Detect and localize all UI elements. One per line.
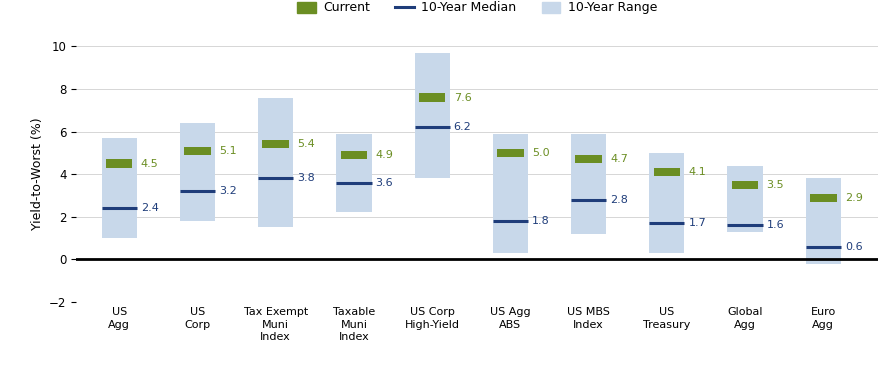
Bar <box>571 134 607 234</box>
Bar <box>732 181 758 189</box>
Y-axis label: Yield-to-Worst (%): Yield-to-Worst (%) <box>30 118 44 231</box>
Bar <box>419 94 445 101</box>
Bar <box>180 123 215 221</box>
Bar <box>101 138 137 238</box>
Text: 4.7: 4.7 <box>610 154 628 164</box>
Text: 7.6: 7.6 <box>453 92 471 103</box>
Text: 3.6: 3.6 <box>375 178 393 188</box>
Text: 2.8: 2.8 <box>610 195 628 205</box>
Bar <box>185 147 211 155</box>
Bar <box>263 140 289 148</box>
Text: 4.5: 4.5 <box>141 159 159 168</box>
Text: 1.7: 1.7 <box>688 218 706 228</box>
Text: 5.0: 5.0 <box>532 148 549 158</box>
Bar <box>650 153 685 253</box>
Bar <box>106 159 133 168</box>
Bar <box>493 134 528 253</box>
Text: 3.8: 3.8 <box>297 173 314 183</box>
Text: 1.8: 1.8 <box>532 216 549 226</box>
Bar <box>728 166 762 231</box>
Text: 6.2: 6.2 <box>453 122 471 132</box>
Text: 1.6: 1.6 <box>767 220 784 230</box>
Text: 2.9: 2.9 <box>845 193 863 202</box>
Bar <box>810 194 837 202</box>
Text: 4.9: 4.9 <box>375 150 393 160</box>
Legend: Current, 10-Year Median, 10-Year Range: Current, 10-Year Median, 10-Year Range <box>292 0 662 19</box>
Text: 0.6: 0.6 <box>845 241 863 252</box>
Bar <box>806 178 841 264</box>
Text: 2.4: 2.4 <box>141 203 159 213</box>
Text: 5.4: 5.4 <box>297 139 314 149</box>
Text: 3.5: 3.5 <box>767 180 784 190</box>
Bar <box>415 53 450 178</box>
Bar <box>336 134 372 212</box>
Bar <box>575 155 602 163</box>
Bar <box>497 149 523 157</box>
Text: 4.1: 4.1 <box>688 167 706 177</box>
Text: 5.1: 5.1 <box>219 146 237 156</box>
Bar <box>654 168 680 176</box>
Bar <box>258 98 293 228</box>
Bar <box>340 151 367 159</box>
Text: 3.2: 3.2 <box>219 186 237 196</box>
